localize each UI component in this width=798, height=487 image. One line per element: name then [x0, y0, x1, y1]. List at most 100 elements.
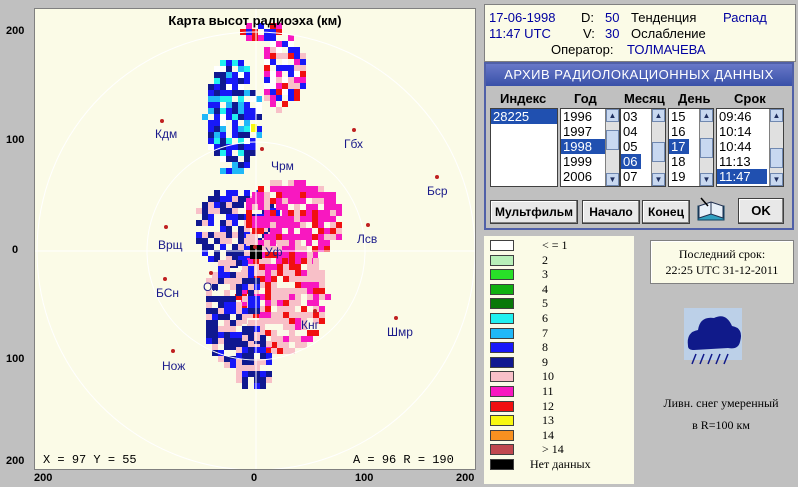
echo-cell: [208, 120, 214, 126]
echo-cell: [238, 162, 244, 168]
list-item[interactable]: 03: [623, 109, 638, 124]
list-item[interactable]: 1998: [561, 139, 619, 154]
echo-cell: [250, 90, 256, 96]
echo-cell: [248, 359, 254, 365]
term-list[interactable]: 09:46 10:14 10:44 11:13 11:47 ▲ ▼: [716, 108, 784, 187]
list-item[interactable]: 15: [671, 109, 686, 124]
month-list[interactable]: 03 04 05 06 07 ▲ ▼: [620, 108, 666, 187]
ok-button[interactable]: OK: [738, 198, 784, 224]
list-item[interactable]: 06: [621, 154, 641, 169]
scroll-thumb[interactable]: [606, 130, 619, 150]
echo-cell: [226, 90, 232, 96]
list-item[interactable]: 10:44: [719, 139, 752, 154]
list-item[interactable]: 11:47: [717, 169, 767, 184]
list-item[interactable]: 16: [671, 124, 686, 139]
scroll-up-icon[interactable]: ▲: [606, 109, 619, 122]
year-list[interactable]: 1996 1997 1998 1999 2006 ▲ ▼: [560, 108, 620, 187]
legend-swatch: [490, 459, 514, 470]
echo-cell: [313, 294, 319, 300]
echo-cell: [236, 290, 242, 296]
echo-cell: [254, 365, 260, 371]
year-scrollbar[interactable]: ▲ ▼: [605, 109, 619, 186]
list-item[interactable]: 28225: [491, 109, 557, 124]
echo-cell: [238, 108, 244, 114]
echo-cell: [282, 222, 288, 228]
echo-cell: [265, 348, 271, 354]
list-item[interactable]: 04: [623, 124, 638, 139]
scroll-down-icon[interactable]: ▼: [770, 173, 783, 186]
list-item[interactable]: 1996: [563, 109, 592, 124]
echo-cell: [208, 202, 214, 208]
echo-cell: [306, 228, 312, 234]
legend-swatch: [490, 327, 514, 339]
day-list[interactable]: 15 16 17 18 19 ▲ ▼: [668, 108, 714, 187]
echo-cell: [300, 216, 306, 222]
echo-cell: [288, 222, 294, 228]
echo-cell: [282, 41, 288, 47]
term-scrollbar[interactable]: ▲ ▼: [769, 109, 783, 186]
d-value: 50: [605, 10, 620, 25]
echo-cell: [246, 222, 252, 228]
scroll-down-icon[interactable]: ▼: [700, 173, 713, 186]
echo-cell: [202, 250, 208, 256]
echo-cell: [288, 71, 294, 77]
echo-cell: [325, 294, 331, 300]
echo-cell: [295, 342, 301, 348]
echo-cell: [226, 220, 232, 226]
scroll-thumb[interactable]: [700, 138, 713, 158]
index-list[interactable]: 28225: [490, 108, 558, 187]
end-button[interactable]: Конец: [642, 200, 690, 224]
echo-cell: [289, 348, 295, 354]
list-item[interactable]: 09:46: [719, 109, 752, 124]
echo-cell: [295, 336, 301, 342]
open-book-icon[interactable]: [696, 194, 726, 224]
list-item[interactable]: 18: [671, 154, 686, 169]
echo-cell: [313, 312, 319, 318]
scroll-thumb[interactable]: [770, 148, 783, 168]
echo-cell: [254, 359, 260, 365]
day-scrollbar[interactable]: ▲ ▼: [699, 109, 713, 186]
echo-cell: [319, 306, 325, 312]
echo-cell: [324, 234, 330, 240]
echo-cell: [246, 204, 252, 210]
echo-cell: [250, 150, 256, 156]
echo-cell: [283, 246, 289, 252]
list-item[interactable]: 05: [623, 139, 638, 154]
list-item[interactable]: 11:13: [719, 154, 751, 169]
scroll-up-icon[interactable]: ▲: [700, 109, 713, 122]
list-item[interactable]: 1997: [563, 124, 592, 139]
echo-cell: [214, 90, 220, 96]
echo-cell: [264, 53, 270, 59]
echo-cell: [294, 71, 300, 77]
cursor-y: 55: [122, 453, 137, 467]
station-label: Бср: [427, 184, 448, 198]
station-label: Чрм: [271, 159, 294, 173]
multfilm-button[interactable]: Мультфильм: [490, 200, 578, 224]
d-label: D:: [581, 10, 594, 25]
scroll-up-icon[interactable]: ▲: [652, 109, 665, 122]
echo-cell: [242, 377, 248, 383]
list-item[interactable]: 10:14: [719, 124, 752, 139]
list-item[interactable]: 2006: [563, 169, 592, 184]
echo-cell: [238, 168, 244, 174]
echo-cell: [220, 60, 226, 66]
list-item[interactable]: 1999: [563, 154, 592, 169]
list-item[interactable]: 19: [671, 169, 686, 184]
echo-cell: [271, 288, 277, 294]
echo-cell: [214, 238, 220, 244]
header-index: Индекс: [500, 91, 547, 106]
month-scrollbar[interactable]: ▲ ▼: [651, 109, 665, 186]
scroll-down-icon[interactable]: ▼: [652, 173, 665, 186]
echo-cell: [206, 302, 212, 308]
echo-cell: [313, 276, 319, 282]
list-item[interactable]: 07: [623, 169, 638, 184]
scroll-down-icon[interactable]: ▼: [606, 173, 619, 186]
header-term: Срок: [734, 91, 766, 106]
radar-map[interactable]: Карта высот радиоэха (км) Кдм Гбх Чрм Бс…: [34, 8, 476, 470]
echo-cell: [254, 302, 260, 308]
list-item[interactable]: 17: [669, 139, 689, 154]
scroll-up-icon[interactable]: ▲: [770, 109, 783, 122]
start-button[interactable]: Начало: [582, 200, 640, 224]
scroll-thumb[interactable]: [652, 142, 665, 162]
echo-cell: [202, 208, 208, 214]
